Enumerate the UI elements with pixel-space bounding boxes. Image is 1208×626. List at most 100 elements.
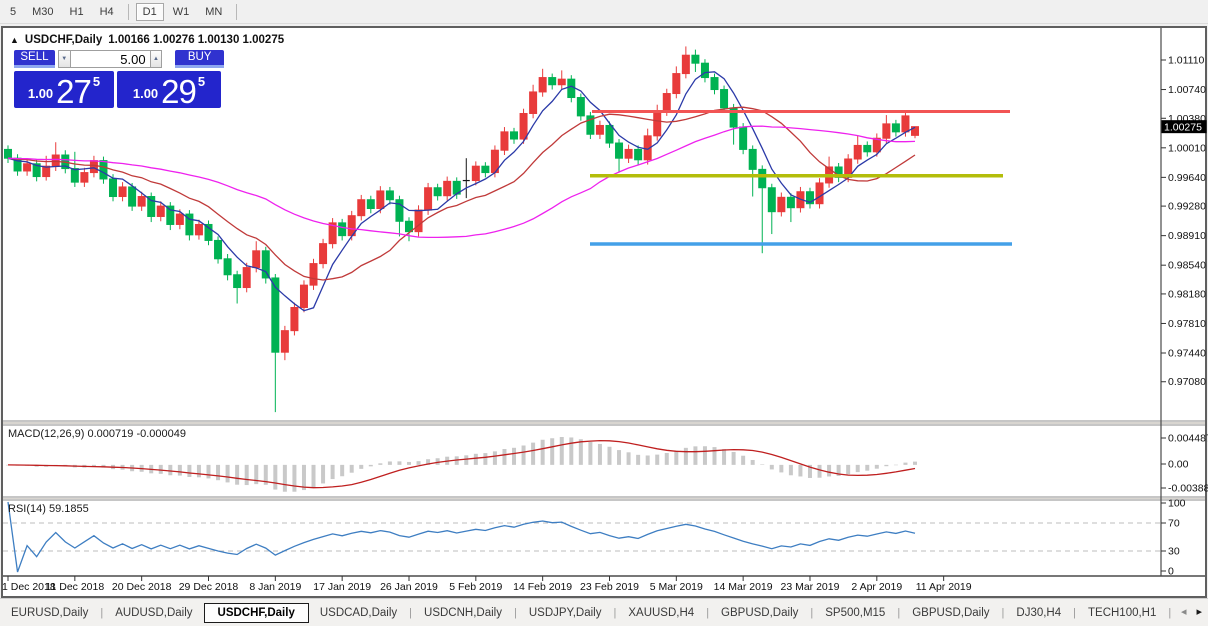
price-tick-label: 0.99280 <box>1168 201 1206 213</box>
price-tick-label: 0.99640 <box>1168 172 1206 184</box>
moving-average-34 <box>7 125 916 239</box>
candlestick-series <box>4 46 920 413</box>
spin-up-icon: ▲ <box>152 56 159 62</box>
tab-tech100-h1[interactable]: TECH100,H1 <box>1088 606 1157 619</box>
tab-separator: | <box>1168 606 1172 619</box>
tab-sp500-m15[interactable]: SP500,M15 <box>825 606 886 619</box>
moving-average-13 <box>7 106 916 281</box>
spin-down-icon: ▼ <box>61 56 68 62</box>
tab-gbpusd-daily[interactable]: GBPUSD,Daily <box>912 606 990 619</box>
price-tick-label: 1.00010 <box>1168 142 1206 154</box>
bid-price-pip: 5 <box>92 74 101 89</box>
macd-label: MACD(12,26,9) 0.000719 -0.000049 <box>8 428 186 440</box>
macd-tick-label: 0.00 <box>1168 459 1189 471</box>
timeframe-button-h1[interactable]: H1 <box>69 5 84 18</box>
rsi-tick-label: 30 <box>1168 546 1180 558</box>
rsi-tick-label: 70 <box>1168 518 1180 530</box>
timeframe-button-mn[interactable]: MN <box>205 5 223 18</box>
date-tick-label: 8 Jan 2019 <box>249 581 301 593</box>
bid-price-prefix: 1.00 <box>27 86 54 101</box>
tab-separator: | <box>1001 606 1005 619</box>
timeframe-button-d1[interactable]: D1 <box>135 2 164 21</box>
date-tick-label: 23 Feb 2019 <box>580 581 639 593</box>
date-tick-label: 5 Feb 2019 <box>449 581 502 593</box>
bid-price-panel[interactable]: 1.00 27 5 <box>14 71 114 108</box>
rsi-name: RSI(14) <box>8 503 46 515</box>
buy-button[interactable]: BUY <box>175 50 224 68</box>
panel-splitter[interactable] <box>3 498 1205 499</box>
price-tick-label: 1.01110 <box>1168 55 1205 67</box>
moving-average-5 <box>7 71 916 312</box>
sell-button[interactable]: SELL <box>14 50 55 68</box>
date-tick-label: 2 Apr 2019 <box>851 581 902 593</box>
tab-gbpusd-daily[interactable]: GBPUSD,Daily <box>721 606 799 619</box>
date-tick-label: 17 Jan 2019 <box>313 581 371 593</box>
date-tick-label: 5 Mar 2019 <box>650 581 703 593</box>
date-tick-label: 14 Feb 2019 <box>513 581 572 593</box>
rsi-value: 59.1855 <box>48 503 89 515</box>
tab-scroll-left-icon[interactable]: ◂ <box>1180 606 1187 618</box>
symbol-tabbar: EURUSD,Daily | AUDUSD,Daily USDCHF,Daily USD… <box>0 598 1208 626</box>
macd-tick-label: 0.004487 <box>1168 433 1208 445</box>
price-tick-label: 0.97810 <box>1168 318 1206 330</box>
tab-separator: | <box>810 606 814 619</box>
macd-name: MACD(12,26,9) <box>8 428 85 440</box>
date-tick-label: 1 Dec 2018 <box>2 581 56 593</box>
timeframe-button-m30[interactable]: M30 <box>32 5 54 18</box>
timeframe-button-5[interactable]: 5 <box>10 5 17 18</box>
tab-audusd-daily[interactable]: AUDUSD,Daily <box>115 606 193 619</box>
bid-price-big: 27 <box>56 73 92 110</box>
tab-separator: | <box>706 606 710 619</box>
price-tick-label: 0.98180 <box>1168 288 1206 300</box>
macd-histogram <box>6 437 918 492</box>
date-tick-label: 20 Dec 2018 <box>112 581 172 593</box>
tab-scroll-arrows: ◂ ▸ <box>1181 605 1202 618</box>
date-tick-label: 14 Mar 2019 <box>714 581 773 593</box>
ask-price-prefix: 1.00 <box>132 86 159 101</box>
tab-eurusd-daily[interactable]: EURUSD,Daily <box>11 606 89 619</box>
tab-separator: | <box>513 606 517 619</box>
ask-price-big: 29 <box>161 73 197 110</box>
date-tick-label: 11 Dec 2018 <box>45 581 104 593</box>
rsi-label: RSI(14) 59.1855 <box>8 503 89 515</box>
timeframe-toolbar: 5 M30 H1 H4 D1 W1 MN <box>0 0 1208 24</box>
ask-price-pip: 5 <box>197 74 206 89</box>
date-tick-label: 26 Jan 2019 <box>380 581 438 593</box>
price-tick-label: 0.98540 <box>1168 260 1206 272</box>
panel-splitter[interactable] <box>3 422 1205 424</box>
date-tick-label: 23 Mar 2019 <box>780 581 839 593</box>
chart-symbol-label: USDCHF,Daily <box>24 34 103 46</box>
macd-value-signal: -0.000049 <box>136 428 186 440</box>
tab-xauusd-h4[interactable]: XAUUSD,H4 <box>628 606 695 619</box>
volume-input[interactable] <box>70 50 150 68</box>
price-tick-label: 0.97080 <box>1168 376 1206 388</box>
volume-increase-button[interactable]: ▲ <box>149 50 163 68</box>
toolbar-separator <box>127 3 129 20</box>
chart-ohlc-values: 1.00166 1.00276 1.00130 1.00275 <box>108 34 285 46</box>
tab-separator: | <box>100 606 104 619</box>
tab-dj30-h4[interactable]: DJ30,H4 <box>1016 606 1062 619</box>
macd-value-main: 0.000719 <box>87 428 134 440</box>
current-price-tag <box>1161 120 1207 134</box>
current-price-value: 1.00275 <box>1164 122 1202 134</box>
tab-usdjpy-daily[interactable]: USDJPY,Daily <box>528 606 602 619</box>
tab-separator: | <box>409 606 413 619</box>
one-click-trading-widget: SELL ▼ ▲ BUY 1.00 27 5 1.00 29 5 <box>14 50 224 108</box>
symbol-marker-icon: ▲ <box>10 35 19 45</box>
tab-usdcad-daily[interactable]: USDCAD,Daily <box>319 606 398 619</box>
rsi-line <box>7 501 916 573</box>
timeframe-button-w1[interactable]: W1 <box>172 5 190 18</box>
rsi-tick-label: 100 <box>1168 498 1186 510</box>
chart-window <box>1 26 1207 598</box>
tab-separator: | <box>1073 606 1076 619</box>
volume-decrease-button[interactable]: ▼ <box>57 50 71 68</box>
tab-scroll-right-icon[interactable]: ▸ <box>1196 606 1202 618</box>
chart-title: ▲ USDCHF,Daily 1.00166 1.00276 1.00130 1… <box>10 34 284 46</box>
tab-usdchf-daily[interactable]: USDCHF,Daily <box>203 602 309 623</box>
tab-separator: | <box>897 606 901 619</box>
timeframe-button-h4[interactable]: H4 <box>99 5 114 18</box>
ask-price-panel[interactable]: 1.00 29 5 <box>117 71 221 108</box>
macd-tick-label: -0.003883 <box>1168 483 1208 495</box>
tab-usdcnh-daily[interactable]: USDCNH,Daily <box>424 606 502 619</box>
